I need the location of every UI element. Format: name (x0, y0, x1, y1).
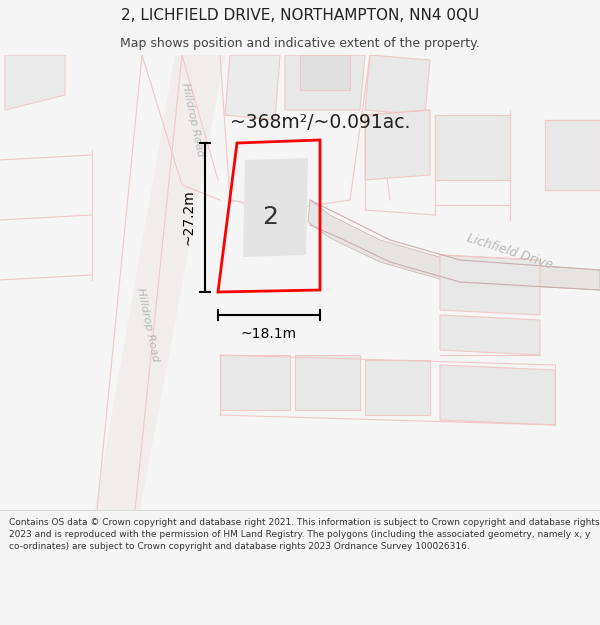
Polygon shape (365, 55, 430, 115)
Polygon shape (440, 255, 540, 315)
Polygon shape (295, 355, 360, 410)
Text: ~27.2m: ~27.2m (182, 189, 196, 246)
Text: Hilldrop Road: Hilldrop Road (180, 82, 206, 158)
Polygon shape (365, 360, 430, 415)
Polygon shape (308, 200, 600, 290)
Text: 2, LICHFIELD DRIVE, NORTHAMPTON, NN4 0QU: 2, LICHFIELD DRIVE, NORTHAMPTON, NN4 0QU (121, 8, 479, 23)
Polygon shape (435, 115, 510, 180)
Polygon shape (440, 365, 555, 425)
Polygon shape (300, 55, 350, 90)
Text: Contains OS data © Crown copyright and database right 2021. This information is : Contains OS data © Crown copyright and d… (9, 518, 599, 551)
Text: Hilldrop Road: Hilldrop Road (135, 287, 161, 363)
Polygon shape (243, 158, 308, 257)
Text: ~368m²/~0.091ac.: ~368m²/~0.091ac. (230, 112, 410, 131)
Text: Lichfield Drive: Lichfield Drive (466, 232, 554, 272)
Polygon shape (225, 55, 280, 120)
Text: ~18.1m: ~18.1m (241, 327, 297, 341)
Polygon shape (220, 355, 290, 410)
Text: 2: 2 (262, 205, 278, 229)
Polygon shape (545, 120, 600, 190)
Polygon shape (95, 55, 225, 510)
Polygon shape (285, 55, 365, 110)
Text: Map shows position and indicative extent of the property.: Map shows position and indicative extent… (120, 38, 480, 51)
Polygon shape (5, 55, 65, 110)
Polygon shape (440, 315, 540, 355)
Polygon shape (365, 110, 430, 180)
